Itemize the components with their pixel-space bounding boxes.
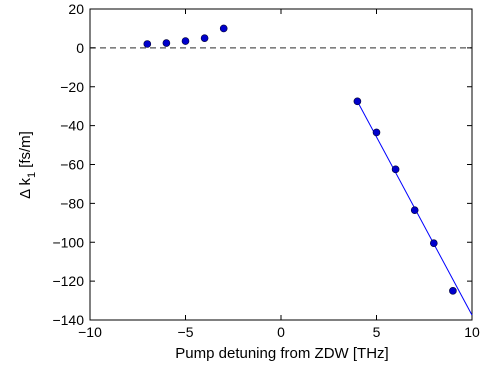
svg-text:Δ k1[fs/m]: Δ k1 [fs/m]	[17, 131, 38, 199]
data-point-2	[181, 37, 190, 45]
data-point-3	[200, 34, 209, 42]
plot-border	[89, 8, 473, 321]
data-point-6	[372, 128, 381, 137]
tick-labels: −10 −5 0 5 10 20 0 −20 −40 −60 −80 −100 −120 −140	[52, 1, 480, 340]
data-point-8	[410, 206, 419, 214]
y-tick-label-4: −60	[60, 157, 84, 173]
axis-ticks	[89, 8, 473, 321]
data-points	[143, 24, 457, 295]
y-tick-label-2: −20	[60, 79, 84, 95]
x-tick-label-1: −5	[178, 324, 194, 340]
y-axis-label: Δ k1 [fs/m]	[17, 131, 38, 199]
data-point-7	[391, 165, 400, 174]
data-point-1	[162, 39, 171, 47]
y-tick-label-8: −140	[52, 312, 84, 328]
data-point-4	[219, 24, 228, 33]
data-point-9	[429, 239, 438, 248]
y-axis-label-symbol: Δ k	[17, 177, 34, 198]
y-tick-label-3: −40	[60, 118, 84, 134]
y-axis-label-unit: [fs/m]	[17, 131, 34, 168]
y-axis-label-subscript: 1	[26, 172, 38, 178]
x-tick-label-4: 10	[464, 324, 480, 340]
x-axis-label: Pump detuning from ZDW [THz]	[175, 345, 388, 362]
y-tick-label-5: −80	[60, 195, 84, 211]
data-point-10	[449, 287, 457, 295]
data-point-0	[143, 40, 152, 48]
x-tick-label-0: −10	[78, 324, 102, 340]
y-tick-label-6: −100	[52, 234, 84, 250]
y-tick-label-1: 0	[76, 40, 84, 56]
x-tick-label-2: 0	[277, 324, 285, 340]
data-point-5	[353, 97, 362, 106]
x-tick-label-3: 5	[373, 324, 381, 340]
y-tick-label-7: −120	[52, 273, 84, 289]
y-tick-label-0: 20	[68, 1, 84, 17]
plot-frame	[89, 8, 473, 321]
